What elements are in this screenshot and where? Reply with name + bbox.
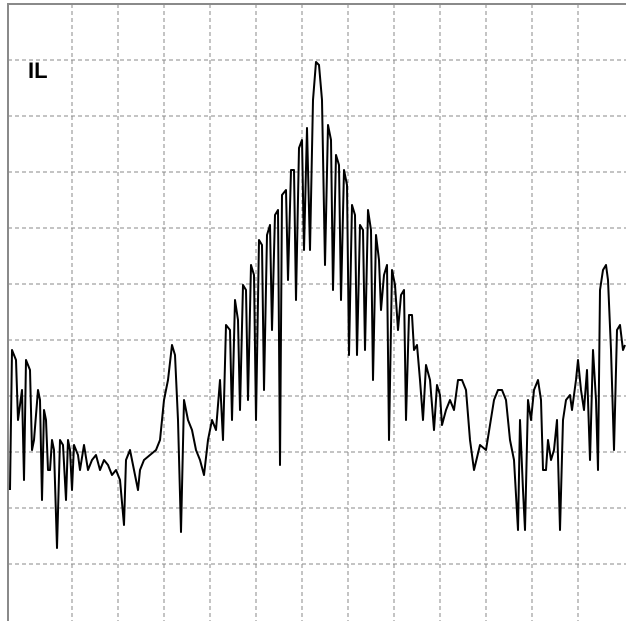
chart-title: IL xyxy=(28,58,48,83)
grid xyxy=(8,4,626,621)
plot-frame xyxy=(7,3,626,621)
signal-line xyxy=(9,61,626,549)
